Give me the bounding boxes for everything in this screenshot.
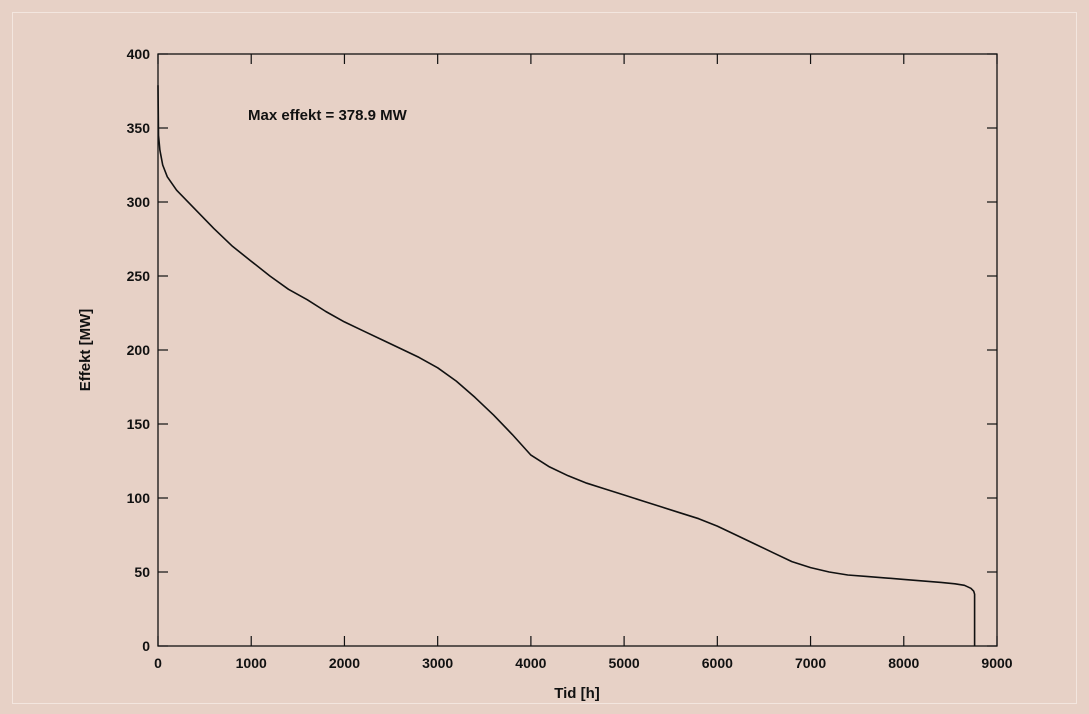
x-tick-label: 8000 xyxy=(888,655,919,671)
x-tick-label: 0 xyxy=(154,655,162,671)
y-axis: 0 50 100 150 200 250 300 350 400 xyxy=(127,46,997,654)
x-tick-label: 5000 xyxy=(609,655,640,671)
y-tick-label: 200 xyxy=(127,342,151,358)
y-tick-label: 250 xyxy=(127,268,151,284)
y-tick-label: 100 xyxy=(127,490,151,506)
y-axis-title: Effekt [MW] xyxy=(77,309,94,392)
plot-area xyxy=(157,53,998,647)
y-tick-label: 300 xyxy=(127,194,151,210)
x-tick-label: 3000 xyxy=(422,655,453,671)
x-axis: 0 1000 2000 3000 4000 5000 6000 7000 8000 9000 xyxy=(154,54,1013,671)
x-tick-label: 7000 xyxy=(795,655,826,671)
y-tick-label: 350 xyxy=(127,120,151,136)
y-tick-label: 50 xyxy=(134,564,150,580)
x-tick-label: 4000 xyxy=(515,655,546,671)
y-tick-label: 400 xyxy=(127,46,151,62)
series-line xyxy=(157,85,976,646)
max-annotation: Max effekt = 378.9 MW xyxy=(248,107,408,124)
x-tick-label: 1000 xyxy=(236,655,267,671)
y-tick-label: 0 xyxy=(142,638,150,654)
x-tick-label: 2000 xyxy=(329,655,360,671)
x-tick-label: 6000 xyxy=(702,655,733,671)
x-axis-title: Tid [h] xyxy=(554,685,600,702)
x-tick-label: 9000 xyxy=(981,655,1012,671)
y-tick-label: 150 xyxy=(127,416,151,432)
